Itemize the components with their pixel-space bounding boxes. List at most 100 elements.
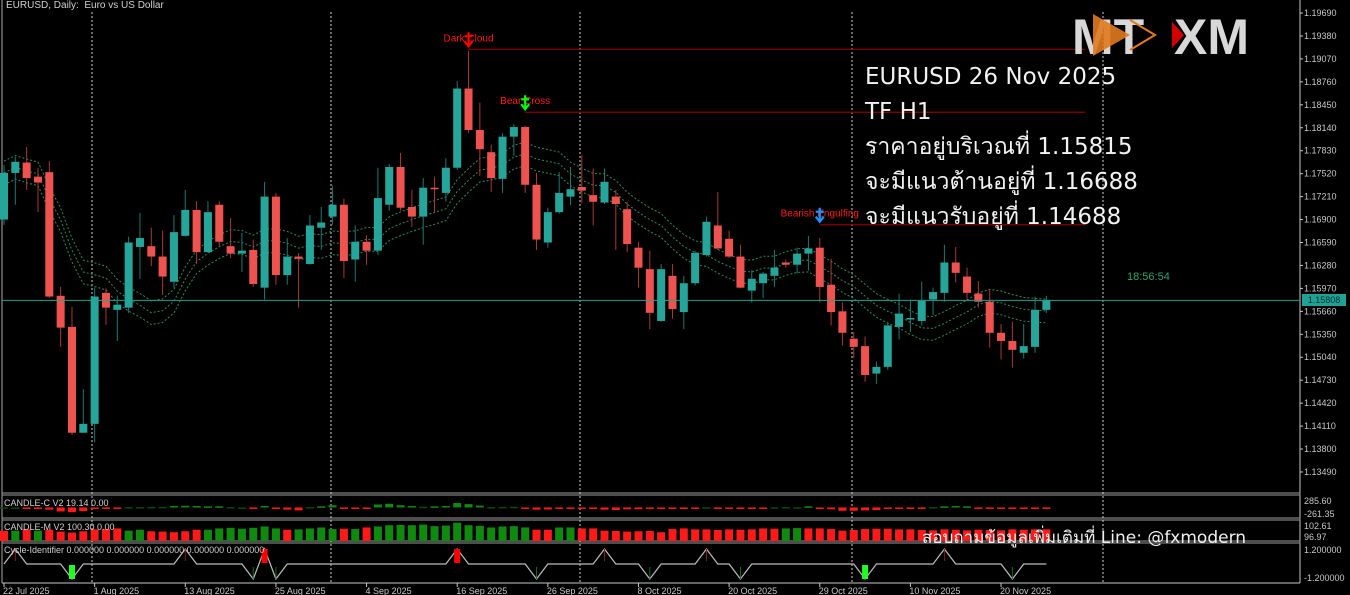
price-tick-label: 1.18140 <box>1304 123 1337 133</box>
envelope-middle <box>3 153 1047 329</box>
price-tick-label: 1.16900 <box>1304 215 1337 225</box>
candle <box>317 206 326 250</box>
candle <box>135 212 144 279</box>
candle <box>532 172 541 250</box>
candle-m-bar <box>101 529 110 541</box>
candle-m-bar <box>861 529 870 541</box>
candle <box>872 361 881 384</box>
candle <box>373 167 382 256</box>
candle-c-bar <box>226 507 235 509</box>
candle-c-bar <box>260 505 269 508</box>
candle <box>657 263 666 322</box>
candle-m-bar <box>67 532 76 541</box>
candle-body <box>963 276 972 293</box>
candle-c-bar <box>1019 507 1028 509</box>
candle <box>577 155 586 204</box>
candle-m-bar <box>725 529 734 541</box>
candle-m-bar <box>0 530 8 541</box>
candle-body <box>237 250 246 254</box>
candle <box>215 201 224 247</box>
logo-orange-triangle <box>1093 14 1130 56</box>
candle-c-bar <box>215 506 224 508</box>
candle <box>951 246 960 283</box>
candle <box>181 189 190 237</box>
candle <box>22 147 31 190</box>
indicator-scale-label: 96.97 <box>1304 532 1327 542</box>
candle-m-bar <box>657 532 666 541</box>
candle-body <box>475 129 484 150</box>
candle-body <box>611 196 620 205</box>
price-tick-label: 1.13800 <box>1304 444 1337 454</box>
candle-body <box>1008 340 1017 350</box>
candle-c-bar <box>475 505 484 508</box>
candle <box>793 247 802 274</box>
candle-m-bar <box>271 528 280 541</box>
candle <box>691 250 700 286</box>
candle-m-bar <box>532 529 541 541</box>
candle-m-bar <box>906 529 915 541</box>
time-tick-label: 10 Nov 2025 <box>909 586 960 595</box>
candle-body <box>45 172 54 297</box>
info-resistance: จะมีแนวต้านอยู่ที่ 1.16688 <box>865 169 1138 195</box>
candle-body <box>169 232 178 282</box>
candle-c-bar <box>124 507 133 509</box>
candle-c-bar <box>67 507 76 513</box>
candle-body <box>90 296 99 424</box>
info-symbol-date: EURUSD 26 Nov 2025 <box>865 64 1117 90</box>
candle-m-bar <box>328 529 337 541</box>
candle-c-bar <box>532 507 541 510</box>
candle-body <box>407 206 416 217</box>
candle-body <box>951 262 960 273</box>
candle-m-bar <box>702 529 711 541</box>
cycle-sell-bar <box>454 549 461 563</box>
candle-c-label: CANDLE-C V2 19.14 0.00 <box>4 498 109 508</box>
candle-m-bar <box>362 527 371 541</box>
candle-m-bar <box>736 529 745 541</box>
cycle-buy-bar <box>252 567 254 579</box>
candle <box>589 168 598 226</box>
candle <box>351 225 360 282</box>
candle-c-bar <box>872 507 881 511</box>
price-tick-label: 1.14730 <box>1304 375 1337 385</box>
candle-body <box>0 172 8 220</box>
candle-m-bar <box>940 529 949 541</box>
candle-m-bar <box>181 531 190 541</box>
candle-m-bar <box>147 531 156 541</box>
candle-c-bar <box>498 506 507 509</box>
candle <box>838 302 847 346</box>
cycle-buy-bar <box>649 567 651 579</box>
candle <box>294 252 303 308</box>
candle-m-bar <box>192 529 201 541</box>
candle-m-bar <box>339 528 348 541</box>
candle-m-bar <box>623 531 632 541</box>
cycle-identifier-label: Cycle-Identifier 0.000000 0.000000 0.000… <box>4 545 265 555</box>
candle-c-bar <box>827 507 836 510</box>
candle-c-bar <box>521 507 530 509</box>
candle-c-bar <box>271 507 280 509</box>
candle <box>543 207 552 248</box>
candle-m-bar <box>373 526 382 541</box>
contact-watermark: สอบถามข้อมูลเพิ่มเติมที่ Line: @fxmodern <box>922 528 1247 548</box>
candle-c-bar <box>849 507 858 511</box>
candle-body <box>260 196 269 288</box>
candle-c-bar <box>566 507 575 509</box>
candle <box>0 164 8 225</box>
cycle-sell-bar <box>705 549 707 561</box>
candle <box>113 295 122 341</box>
indicator-scale-label: 102.61 <box>1304 521 1332 531</box>
candle-m-bar <box>498 526 507 541</box>
envelope-lower <box>3 165 1047 341</box>
candle-m-bar <box>158 531 167 541</box>
candle-body <box>22 162 31 179</box>
candle-m-bar <box>668 529 677 541</box>
candle-c-bar <box>396 505 405 508</box>
candle-m-bar <box>577 528 586 541</box>
candle-c-bar <box>90 507 99 509</box>
candle-m-bar <box>997 530 1006 541</box>
candle-m-bar <box>509 526 518 541</box>
candle <box>67 306 76 435</box>
candle-body <box>192 209 201 253</box>
candle <box>124 236 133 313</box>
candle-body <box>861 346 870 376</box>
